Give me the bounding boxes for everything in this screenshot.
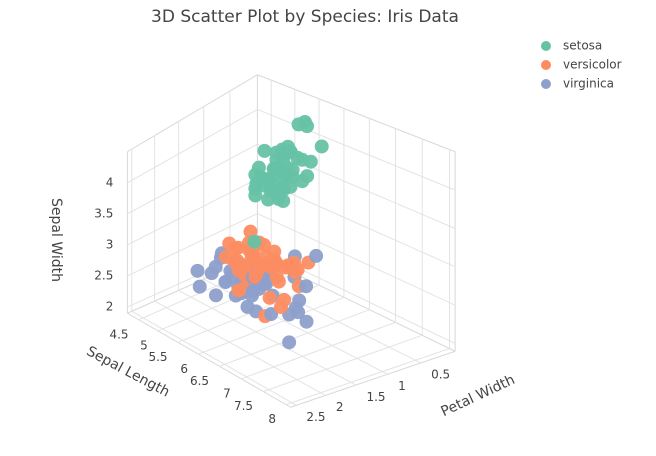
scatter-point bbox=[267, 253, 282, 268]
scatter-point bbox=[309, 248, 324, 263]
scatter-point bbox=[299, 279, 314, 294]
grid-line bbox=[127, 178, 258, 246]
legend-label: virginica bbox=[563, 77, 614, 91]
legend-marker bbox=[541, 79, 551, 89]
box-edge bbox=[127, 74, 258, 153]
grid-line bbox=[154, 300, 327, 397]
scatter-point bbox=[300, 169, 315, 184]
chart-title: 3D Scatter Plot by Species: Iris Data bbox=[151, 7, 459, 27]
scatter-point bbox=[303, 154, 318, 169]
scatter-point bbox=[300, 119, 315, 134]
scatter-point bbox=[231, 240, 246, 255]
grid-line bbox=[257, 213, 456, 306]
x-tick-label: 8 bbox=[268, 412, 276, 426]
legend-label: setosa bbox=[563, 39, 602, 53]
grid-line bbox=[127, 143, 258, 215]
grid-line bbox=[127, 213, 258, 277]
grid-line bbox=[240, 321, 396, 380]
grid-line bbox=[285, 348, 450, 406]
y-tick-label: 1 bbox=[398, 379, 406, 393]
grid-line bbox=[262, 334, 423, 393]
grid-line bbox=[197, 296, 345, 355]
y-tick-label: 0.5 bbox=[431, 368, 450, 382]
scatter-point bbox=[277, 292, 292, 307]
grid-line bbox=[257, 108, 456, 191]
box-edge bbox=[290, 350, 456, 408]
grid-line bbox=[178, 289, 357, 386]
scatter-point bbox=[257, 143, 272, 158]
x-tick-label: 4.5 bbox=[109, 327, 128, 341]
scatter-point bbox=[314, 139, 329, 154]
x-tick-label: 5 bbox=[140, 339, 148, 353]
legend-label: versicolor bbox=[563, 58, 622, 72]
z-tick-label: 2 bbox=[106, 300, 114, 314]
x-tick-label: 7 bbox=[223, 386, 231, 400]
scatter-point bbox=[251, 160, 266, 175]
scatter-point bbox=[262, 290, 277, 305]
z-tick-label: 4 bbox=[106, 175, 114, 189]
legend-marker bbox=[541, 41, 551, 51]
x-tick-label: 5.5 bbox=[148, 350, 167, 364]
scatter-point bbox=[299, 314, 314, 329]
grid-line bbox=[131, 310, 297, 406]
scatter-point bbox=[290, 262, 305, 277]
scatter-point bbox=[264, 307, 279, 322]
z-tick-label: 2.5 bbox=[94, 268, 113, 282]
scatter-point bbox=[190, 263, 205, 278]
scatter-point bbox=[292, 293, 307, 308]
y-tick-label: 2 bbox=[336, 400, 344, 414]
grid-line bbox=[127, 109, 258, 184]
y-tick-label: 1.5 bbox=[366, 390, 385, 404]
scatter-point bbox=[246, 251, 261, 266]
x-tick-label: 6.5 bbox=[190, 374, 209, 388]
scatter-point bbox=[208, 288, 223, 303]
z-tick-label: 3.5 bbox=[94, 206, 113, 220]
scatter-point bbox=[291, 305, 306, 320]
scatter-point bbox=[276, 194, 291, 209]
y-axis-title: Petal Width bbox=[439, 372, 518, 420]
z-axis-title: Sepal Width bbox=[48, 198, 64, 282]
y-tick-label: 2.5 bbox=[306, 410, 325, 424]
x-tick-label: 6 bbox=[180, 362, 188, 376]
scatter-point bbox=[204, 266, 219, 281]
scatter-point bbox=[192, 279, 207, 294]
scatter-point bbox=[282, 335, 297, 350]
scatter-point bbox=[271, 274, 286, 289]
legend-marker bbox=[541, 60, 551, 70]
x-tick-label: 7.5 bbox=[234, 399, 253, 413]
z-tick-label: 3 bbox=[106, 237, 114, 251]
scatter-point bbox=[247, 234, 262, 249]
